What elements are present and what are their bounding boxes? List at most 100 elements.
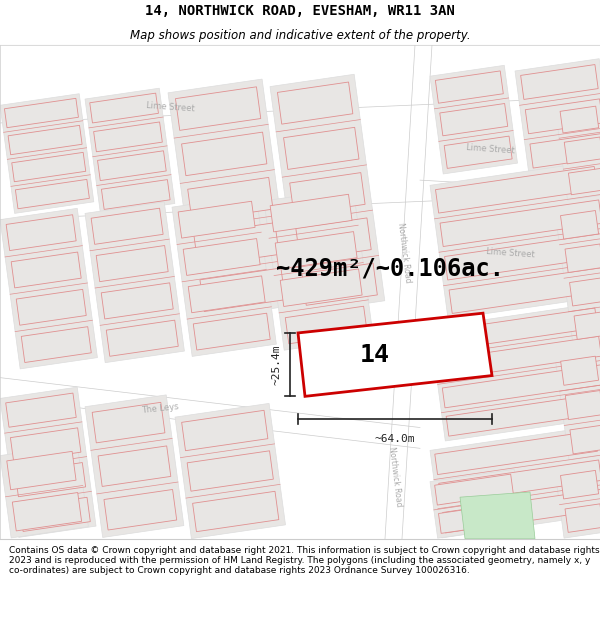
Polygon shape <box>555 464 600 538</box>
Polygon shape <box>106 320 178 356</box>
Polygon shape <box>555 101 600 200</box>
Polygon shape <box>444 136 512 168</box>
Polygon shape <box>285 306 367 344</box>
Text: 14, NORTHWICK ROAD, EVESHAM, WR11 3AN: 14, NORTHWICK ROAD, EVESHAM, WR11 3AN <box>145 4 455 18</box>
Polygon shape <box>440 200 600 246</box>
Polygon shape <box>193 491 279 532</box>
Text: Northwick Road: Northwick Road <box>387 446 403 507</box>
Polygon shape <box>98 446 171 486</box>
Text: Contains OS data © Crown copyright and database right 2021. This information is : Contains OS data © Crown copyright and d… <box>9 546 599 576</box>
Polygon shape <box>8 126 82 155</box>
Text: Map shows position and indicative extent of the property.: Map shows position and indicative extent… <box>130 29 470 42</box>
Polygon shape <box>94 122 163 152</box>
Polygon shape <box>565 391 600 419</box>
Polygon shape <box>20 498 91 531</box>
Polygon shape <box>85 395 184 538</box>
Polygon shape <box>200 268 285 311</box>
Polygon shape <box>290 173 365 215</box>
Polygon shape <box>430 303 600 441</box>
Polygon shape <box>434 474 514 505</box>
Polygon shape <box>560 356 599 385</box>
Polygon shape <box>277 82 353 124</box>
Polygon shape <box>515 59 600 174</box>
Polygon shape <box>175 403 286 539</box>
Polygon shape <box>101 179 170 209</box>
Polygon shape <box>565 244 600 272</box>
Polygon shape <box>178 201 255 238</box>
Polygon shape <box>0 94 94 213</box>
Polygon shape <box>280 269 362 306</box>
Polygon shape <box>430 469 522 538</box>
Polygon shape <box>574 311 600 339</box>
Polygon shape <box>6 215 76 251</box>
Polygon shape <box>564 137 600 164</box>
Polygon shape <box>11 252 81 288</box>
Polygon shape <box>436 166 598 213</box>
Polygon shape <box>187 451 274 491</box>
Polygon shape <box>430 66 517 174</box>
Polygon shape <box>15 462 86 497</box>
Polygon shape <box>555 351 600 460</box>
Polygon shape <box>569 278 600 306</box>
Polygon shape <box>440 104 508 136</box>
Polygon shape <box>446 393 600 436</box>
Polygon shape <box>7 451 76 490</box>
Polygon shape <box>85 88 175 214</box>
Polygon shape <box>443 489 600 533</box>
Polygon shape <box>555 205 600 345</box>
Text: ~25.4m: ~25.4m <box>272 344 282 385</box>
Polygon shape <box>13 492 82 531</box>
Polygon shape <box>565 504 600 532</box>
Polygon shape <box>0 387 96 538</box>
Polygon shape <box>521 64 598 99</box>
Polygon shape <box>12 152 86 182</box>
Polygon shape <box>194 222 279 266</box>
Polygon shape <box>91 208 163 244</box>
Polygon shape <box>430 426 600 538</box>
Polygon shape <box>172 195 277 356</box>
Polygon shape <box>21 327 91 362</box>
Polygon shape <box>193 313 270 350</box>
Polygon shape <box>436 71 503 103</box>
Text: Lime Street: Lime Street <box>466 142 515 155</box>
Polygon shape <box>275 232 357 269</box>
Polygon shape <box>168 79 293 319</box>
Polygon shape <box>530 133 600 168</box>
Polygon shape <box>560 211 599 239</box>
Polygon shape <box>570 425 600 454</box>
Text: ~64.0m: ~64.0m <box>375 434 415 444</box>
Polygon shape <box>430 161 600 319</box>
Polygon shape <box>298 313 492 396</box>
Polygon shape <box>568 168 600 195</box>
Polygon shape <box>560 471 599 499</box>
Text: Lime Street: Lime Street <box>145 101 194 114</box>
Polygon shape <box>560 106 599 133</box>
Polygon shape <box>98 151 166 181</box>
Polygon shape <box>296 218 371 260</box>
Polygon shape <box>104 489 177 530</box>
Polygon shape <box>435 431 598 474</box>
Polygon shape <box>92 402 165 443</box>
Text: The Leys: The Leys <box>141 402 179 415</box>
Polygon shape <box>439 460 600 504</box>
Polygon shape <box>85 202 184 362</box>
Polygon shape <box>10 428 81 462</box>
Polygon shape <box>4 98 79 128</box>
Polygon shape <box>434 308 598 351</box>
Polygon shape <box>6 393 76 428</box>
Text: Lime Street: Lime Street <box>485 247 535 259</box>
Polygon shape <box>16 179 89 209</box>
Polygon shape <box>101 283 173 319</box>
Polygon shape <box>270 74 385 313</box>
Polygon shape <box>442 364 600 408</box>
Polygon shape <box>0 208 97 369</box>
Polygon shape <box>90 93 158 123</box>
Polygon shape <box>182 132 267 176</box>
Polygon shape <box>439 503 517 533</box>
Polygon shape <box>188 276 265 312</box>
Text: Northwick Road: Northwick Road <box>396 222 412 283</box>
Polygon shape <box>264 188 373 350</box>
Text: 14: 14 <box>360 342 390 367</box>
Polygon shape <box>302 263 377 305</box>
Text: ~429m²/~0.106ac.: ~429m²/~0.106ac. <box>276 256 504 281</box>
